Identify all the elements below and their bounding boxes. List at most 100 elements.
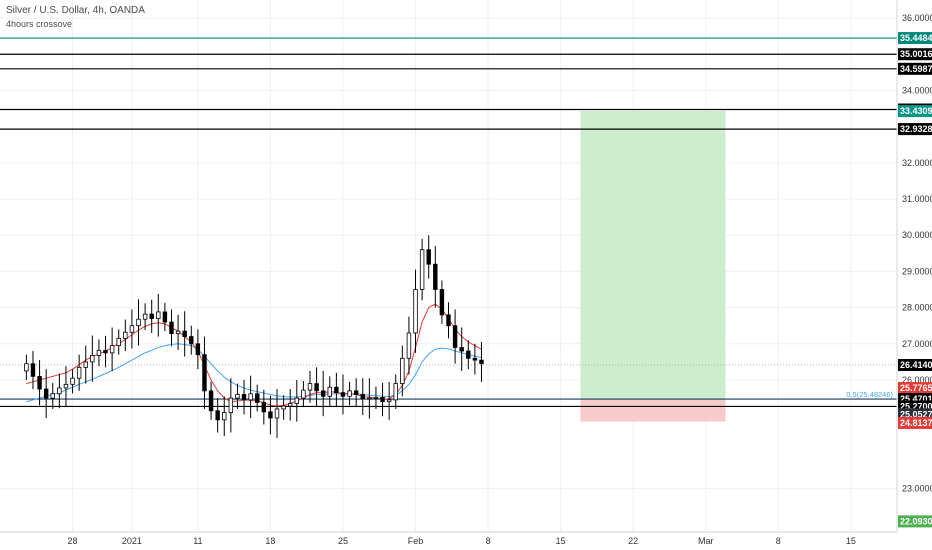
price-badge-bg (898, 515, 932, 528)
profit-zone (580, 111, 726, 400)
candle-body (90, 354, 95, 363)
candle-body (83, 361, 88, 368)
symbol-title: Silver / U.S. Dollar, 4h, OANDA (6, 5, 145, 16)
candle (103, 335, 108, 368)
indicator-label[interactable]: 4hours crossove (6, 19, 73, 29)
candle-body (156, 311, 161, 319)
candle-body (287, 403, 293, 407)
time-tick-label: 15 (846, 536, 856, 546)
candle-body (334, 386, 339, 394)
candle (63, 366, 69, 407)
candle (255, 384, 260, 412)
candle-body (466, 350, 471, 359)
candle-body (433, 263, 438, 290)
candle-body (314, 383, 319, 392)
candle (123, 319, 128, 352)
candle-body (169, 321, 174, 335)
candle-body (182, 330, 187, 337)
candle (43, 369, 49, 418)
candle (228, 378, 234, 433)
candle (116, 329, 121, 355)
price-tick-label: 32.00000 (902, 158, 932, 168)
price-badge-label: 22.09306 (900, 516, 932, 526)
candle (439, 280, 445, 324)
candle (162, 302, 168, 332)
candle (340, 374, 346, 415)
candle-body (301, 389, 306, 399)
candle-body (222, 412, 227, 421)
candle (320, 370, 326, 417)
candle-body (400, 357, 405, 385)
candle (195, 329, 201, 370)
candle (419, 238, 425, 301)
candle (208, 381, 214, 420)
price-badge-bg (898, 123, 932, 136)
candle-body (380, 396, 385, 403)
candle (360, 378, 365, 416)
candle-body (281, 405, 286, 410)
price-badge-bg (898, 416, 932, 429)
candle-body (255, 393, 260, 403)
candle (136, 299, 141, 346)
candle (109, 327, 115, 371)
time-tick-label: 22 (628, 536, 638, 546)
candle (169, 309, 174, 347)
candle-body (353, 390, 359, 395)
price-badge-label: 32.93285 (900, 124, 932, 134)
candle-body (57, 387, 62, 395)
candle-body (37, 375, 42, 390)
candle (175, 314, 181, 350)
time-axis-bg (0, 532, 932, 550)
candle-body (386, 399, 392, 403)
candle-body (459, 347, 464, 352)
price-badge-label: 25.77658 (900, 383, 932, 393)
candle-body (479, 359, 484, 365)
candle-body (373, 396, 379, 399)
price-badge-bg (898, 382, 932, 395)
candle-body (235, 394, 240, 399)
candle-body (248, 393, 253, 401)
price-badge-bg (898, 32, 932, 45)
candle (215, 398, 220, 433)
candle (274, 389, 280, 438)
candle-body (327, 386, 332, 397)
time-tick-label: 8 (486, 536, 491, 546)
price-badge-label: 35.44841 (900, 33, 932, 43)
candle-body (215, 410, 220, 421)
candle (327, 376, 332, 408)
candle (189, 325, 194, 355)
candle (24, 354, 29, 380)
candle (129, 309, 135, 349)
price-tick-label: 31.00000 (902, 194, 932, 204)
candle (261, 389, 267, 425)
candle-body (446, 314, 451, 327)
price-tick-label: 30.00000 (902, 230, 932, 240)
candle-body (393, 383, 398, 401)
candle (30, 351, 36, 390)
price-badge: 25.77658 (898, 382, 932, 395)
time-tick-label: 28 (68, 536, 78, 546)
candle (182, 311, 187, 357)
candle-body (419, 249, 425, 290)
candle (452, 309, 458, 364)
time-tick-label: 25 (338, 536, 348, 546)
candle (459, 327, 464, 371)
fib-level-label: 0.5(25.48246) (846, 390, 893, 399)
candle (479, 342, 484, 382)
candle-body (195, 343, 201, 356)
candle (314, 367, 319, 408)
candle-body (202, 354, 207, 392)
candle (149, 299, 154, 333)
candle-body (294, 397, 300, 404)
candle (406, 316, 412, 375)
candle (400, 345, 405, 397)
price-tick-label: 36.00000 (902, 13, 932, 23)
candle (142, 303, 148, 331)
candle-body (116, 337, 121, 347)
candle (433, 246, 438, 308)
time-tick-label: 11 (193, 536, 202, 546)
